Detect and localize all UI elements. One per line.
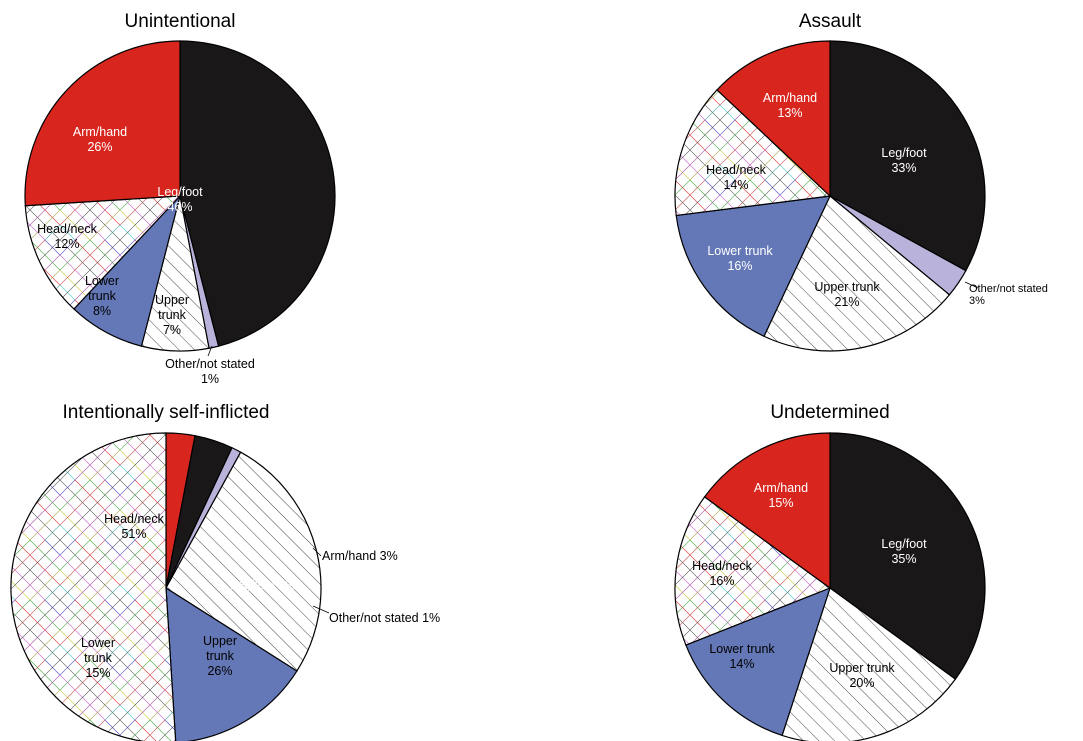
slice-label: Upper trunk	[829, 661, 895, 675]
leader-line	[312, 605, 330, 614]
slice-label: trunk	[84, 651, 113, 665]
chart-title: Unintentional	[125, 11, 236, 32]
slice-value-label: 21%	[834, 295, 859, 309]
slice-label: Other/not stated	[969, 283, 1048, 295]
pie-slice-lower-trunk	[165, 586, 298, 741]
pie-slice-arm-hand	[716, 40, 831, 198]
pie-slice-arm-hand	[703, 432, 831, 590]
slice-label: Upper	[203, 634, 237, 648]
slice-value-label: 35%	[891, 552, 916, 566]
pie-slice-head-neck	[674, 89, 832, 217]
chart-title: Intentionally self-inflicted	[63, 402, 270, 423]
pie-slice-upper-trunk	[763, 195, 951, 352]
slice-value-label: 46%	[167, 200, 192, 214]
slice-label: Leg/foot 4%	[230, 578, 297, 592]
slice-value-label: 14%	[729, 657, 754, 671]
pie-slice-upper-trunk	[165, 451, 322, 672]
slice-label: Head/neck	[706, 163, 767, 177]
leader-line	[312, 547, 322, 557]
slice-value-label: 12%	[54, 237, 79, 251]
slice-value-label: 26%	[87, 140, 112, 154]
pie-slice-head-neck	[674, 496, 832, 646]
slice-label: Leg/foot	[881, 146, 927, 160]
pie-slice-lower-trunk	[685, 586, 831, 737]
slice-label: Lower trunk	[709, 642, 775, 656]
slice-label: trunk	[206, 649, 235, 663]
slice-value-label: 16%	[709, 574, 734, 588]
leaders-layer	[207, 281, 979, 614]
slice-value-label: 8%	[93, 304, 111, 318]
pie-slice-head-neck	[10, 432, 177, 741]
slice-value-label: 15%	[768, 496, 793, 510]
slice-value-label: 1%	[201, 372, 219, 386]
pie-slice-lower-trunk	[675, 195, 832, 338]
leader-line	[207, 345, 213, 357]
slice-label: trunk	[158, 308, 187, 322]
slice-value-label: 51%	[121, 527, 146, 541]
pie-slice-leg-foot	[829, 40, 986, 272]
slice-value-label: 3%	[969, 295, 985, 307]
slice-label: Leg/foot	[157, 185, 203, 199]
slice-label: Arm/hand	[73, 125, 127, 139]
slices-layer	[10, 40, 986, 741]
slice-label: Other/not stated	[165, 357, 255, 371]
slice-value-label: 7%	[163, 323, 181, 337]
slice-label: Arm/hand	[754, 481, 808, 495]
leader-line	[964, 281, 979, 289]
pie-slice-upper-trunk	[781, 587, 957, 741]
slice-label: Lower	[85, 274, 119, 288]
slice-label: Leg/foot	[881, 537, 927, 551]
slice-label: Head/neck	[104, 512, 165, 526]
slice-value-label: 13%	[777, 106, 802, 120]
slice-value-label: 26%	[207, 664, 232, 678]
pie-slice-leg-foot	[179, 40, 336, 347]
pie-slice-leg-foot	[829, 432, 986, 680]
slice-label: Arm/hand	[763, 91, 817, 105]
slice-label: Arm/hand 3%	[322, 549, 398, 563]
slice-value-label: 16%	[727, 259, 752, 273]
pie-slice-arm-hand	[24, 40, 181, 207]
chart-title: Assault	[799, 11, 862, 32]
slice-label: Upper trunk	[814, 280, 880, 294]
slice-label: Lower trunk	[707, 244, 773, 258]
slice-label: Upper	[155, 293, 189, 307]
slice-label: trunk	[88, 289, 117, 303]
chart-title: Undetermined	[770, 402, 889, 423]
slice-value-label: 33%	[891, 161, 916, 175]
slice-value-label: 14%	[723, 178, 748, 192]
pie-slice-head-neck	[24, 195, 182, 310]
slice-value-label: 15%	[85, 666, 110, 680]
slice-label: Head/neck	[37, 222, 98, 236]
slice-value-label: 20%	[849, 676, 874, 690]
slice-label: Lower	[81, 636, 115, 650]
slice-label: Other/not stated 1%	[329, 611, 440, 625]
slice-label: Head/neck	[692, 559, 753, 573]
